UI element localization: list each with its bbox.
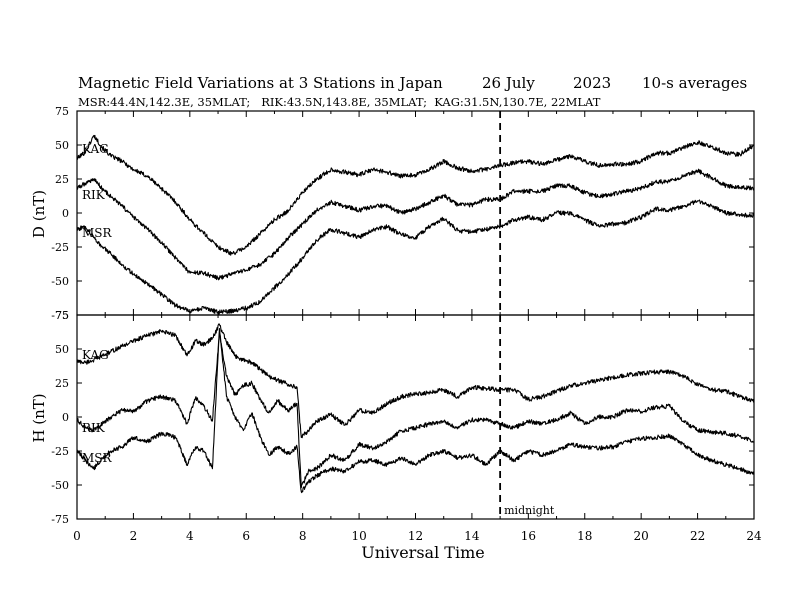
chart-year: 2023	[573, 74, 611, 92]
chart-resolution: 10-s averages	[642, 74, 747, 92]
x-tick-label: 22	[690, 529, 705, 543]
y-tick-label: 0	[62, 207, 69, 220]
series-line-rik	[76, 332, 755, 489]
series-line-rik	[76, 168, 755, 281]
x-tick-label: 14	[464, 529, 480, 543]
x-tick-label: 16	[521, 529, 536, 543]
x-tick-label: 4	[186, 529, 194, 543]
series-label-msr: MSR	[82, 226, 113, 240]
y-tick-label: 25	[55, 377, 69, 390]
x-axis-title: Universal Time	[361, 543, 484, 562]
x-tick-label: 2	[130, 529, 138, 543]
y-tick-label: 75	[55, 105, 69, 118]
y-tick-label: -25	[51, 241, 69, 254]
x-tick-label: 18	[577, 529, 592, 543]
x-tick-label: 12	[408, 529, 423, 543]
series-line-msr	[76, 199, 755, 315]
series-label-rik: RIK	[82, 421, 106, 435]
series-line-msr	[76, 328, 755, 494]
series-label-kag: KAG	[82, 348, 109, 362]
panel-frame	[76, 314, 755, 520]
x-tick-label: 8	[299, 529, 307, 543]
y-tick-label: 0	[62, 411, 69, 424]
x-tick-label: 0	[73, 529, 81, 543]
y-tick-label: -25	[51, 445, 69, 458]
y-tick-label: -75	[51, 513, 69, 526]
chart-date: 26 July	[482, 74, 535, 92]
x-tick-label: 20	[634, 529, 649, 543]
x-tick-label: 6	[242, 529, 250, 543]
x-tick-label: 24	[746, 529, 762, 543]
chart-title: Magnetic Field Variations at 3 Stations …	[78, 74, 443, 92]
panel-frame	[76, 110, 755, 316]
declination-panel: 75 50 25 0 -25 -50 -75 KAG RIK MSR	[51, 105, 755, 322]
series-label-rik: RIK	[82, 188, 106, 202]
midnight-label: midnight	[504, 504, 555, 517]
y-tick-label: 75	[55, 309, 69, 322]
y-tick-label: 50	[55, 343, 69, 356]
y-tick-label: -50	[51, 275, 69, 288]
y-tick-label: 50	[55, 139, 69, 152]
series-line-kag	[76, 134, 755, 256]
series-line-kag	[76, 323, 755, 439]
y-tick-label: 25	[55, 173, 69, 186]
y-tick-label: -50	[51, 479, 69, 492]
series-label-kag: KAG	[82, 142, 109, 156]
d-axis-label: D (nT)	[30, 190, 48, 238]
series-label-msr: MSR	[82, 451, 113, 465]
stations-info: MSR:44.4N,142.3E, 35MLAT; RIK:43.5N,143.…	[78, 95, 601, 109]
x-tick-label: 10	[351, 529, 366, 543]
h-axis-label: H (nT)	[30, 393, 48, 442]
y-tick-label: -75	[51, 309, 69, 322]
